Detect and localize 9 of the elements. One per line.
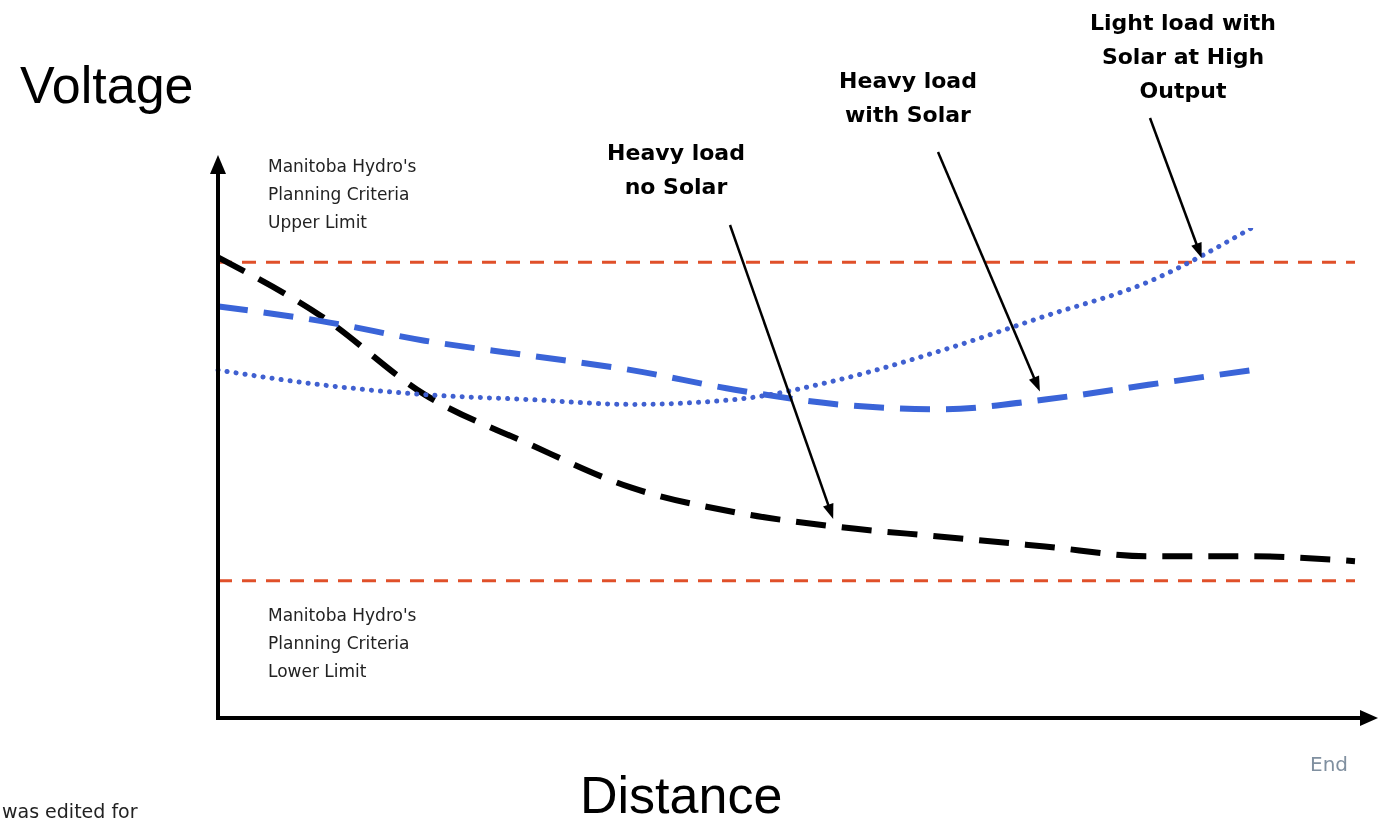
text: Heavy load no Solar (606, 139, 746, 201)
text: End (1310, 752, 1349, 776)
text: was edited for (2, 800, 138, 822)
ref-line-label: Manitoba Hydro's Planning Criteria Upper Limit (268, 155, 418, 235)
x-axis-title: Distance (580, 765, 783, 825)
ref-line-label: Manitoba Hydro's Planning Criteria Lower Limit (268, 603, 418, 683)
text: Light load with Solar at High Output (1088, 9, 1278, 105)
y-axis-title: Voltage (20, 55, 194, 115)
text: Heavy load with Solar (838, 67, 978, 129)
